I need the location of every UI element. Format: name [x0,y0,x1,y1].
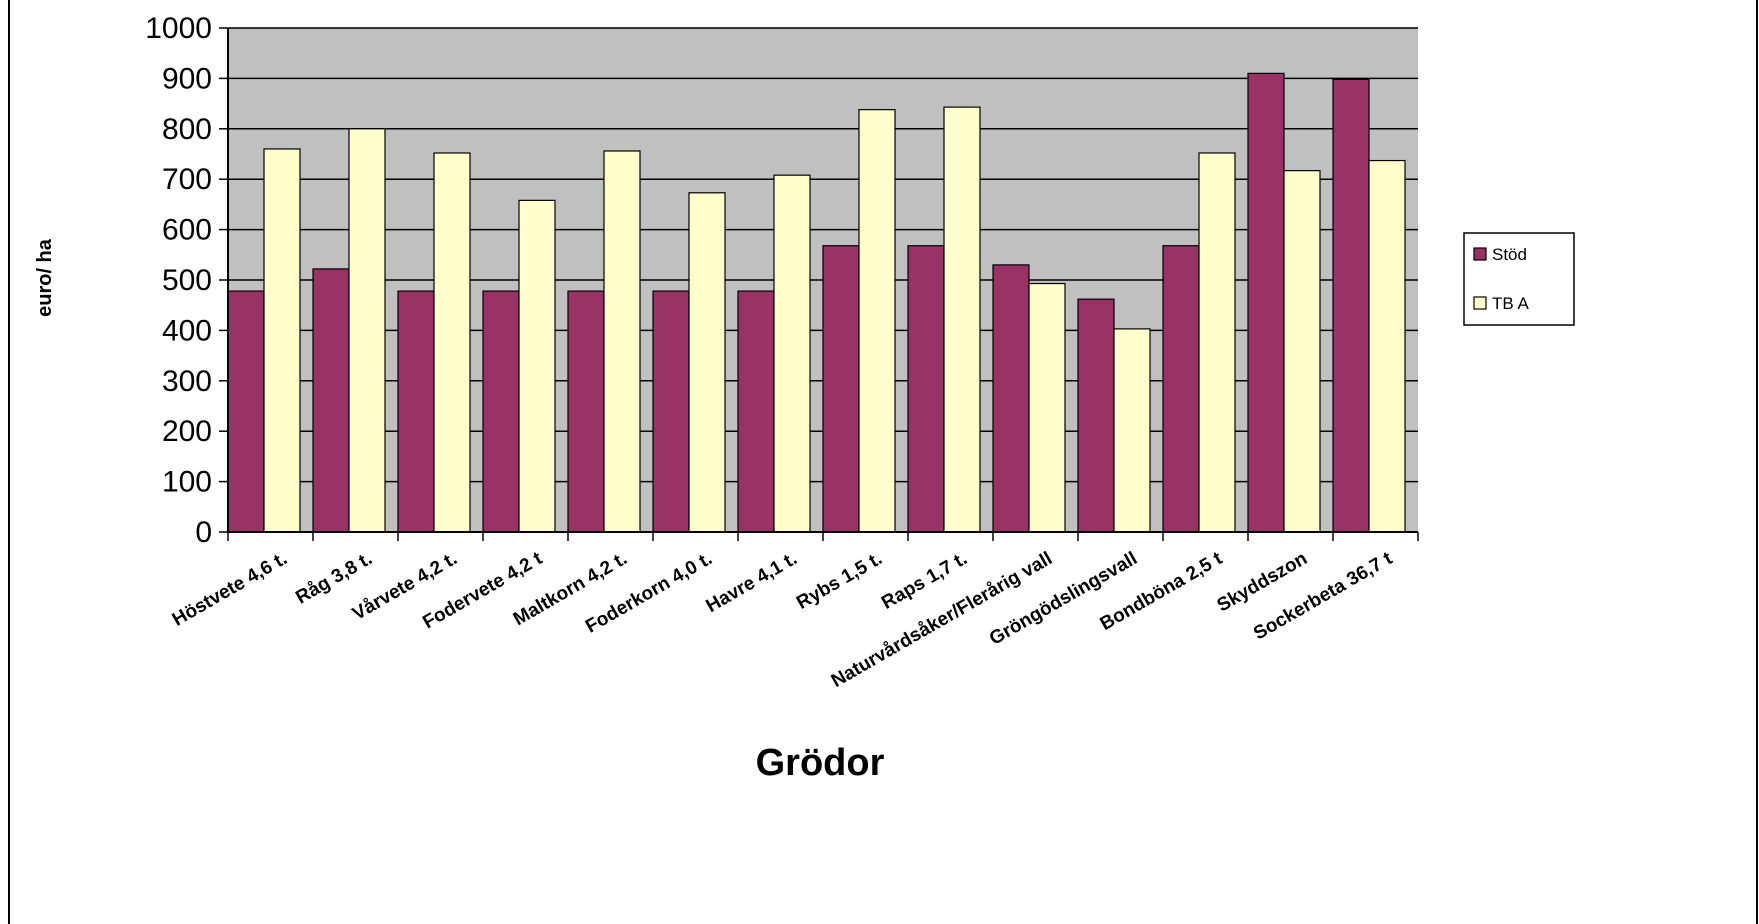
bar-stod-2 [397,290,435,533]
y-tick-label: 500 [162,264,212,297]
y-axis-title: euro/ ha [34,238,56,317]
bar-tb-a-5 [688,192,726,533]
y-tick-label: 900 [162,62,212,95]
bar-stod-9 [992,264,1030,533]
bar-stod-13 [1332,78,1370,533]
y-tick-label: 400 [162,314,212,347]
bar-tb-a-8 [943,106,981,533]
bar-tb-a-12 [1283,170,1321,533]
bar-stod-1 [312,268,350,533]
y-tick-label: 200 [162,415,212,448]
bar-stod-10 [1077,298,1115,533]
y-tick-label: 100 [162,466,212,499]
bar-stod-3 [482,290,520,533]
bar-tb-a-0 [263,148,301,533]
bar-stod-8 [907,245,945,533]
bar-tb-a-2 [433,152,471,533]
y-tick-label: 700 [162,163,212,196]
bar-stod-0 [227,290,265,533]
bar-tb-a-4 [603,150,641,533]
legend-swatch-tb-a [1473,296,1487,310]
axes [219,27,1419,541]
bar-stod-12 [1247,72,1285,533]
bar-tb-a-1 [348,128,386,533]
y-tick-label: 1000 [145,12,212,45]
bar-tb-a-7 [858,109,896,533]
bar-stod-5 [652,290,690,533]
bar-tb-a-10 [1113,328,1151,533]
legend: Stöd TB A [1463,232,1575,326]
bar-tb-a-3 [518,199,556,533]
legend-label-stod: Stöd [1492,245,1527,264]
bar-stod-4 [567,290,605,533]
y-tick-label: 300 [162,365,212,398]
bar-tb-a-11 [1198,152,1236,533]
y-tick-label: 600 [162,214,212,247]
x-axis-title: Grödor [756,742,885,784]
bar-stod-6 [737,290,775,533]
legend-label-tb-a: TB A [1492,294,1530,313]
legend-swatch-stod [1473,247,1487,261]
y-tick-label: 800 [162,113,212,146]
bar-stod-11 [1162,245,1200,533]
bar-tb-a-13 [1368,159,1406,533]
bar-tb-a-9 [1028,282,1066,533]
bar-tb-a-6 [773,174,811,533]
bar-stod-7 [822,245,860,533]
y-tick-label: 0 [195,516,212,549]
y-tick-labels: 0 100 200 300 400 500 600 700 800 900 1000 [145,12,212,549]
